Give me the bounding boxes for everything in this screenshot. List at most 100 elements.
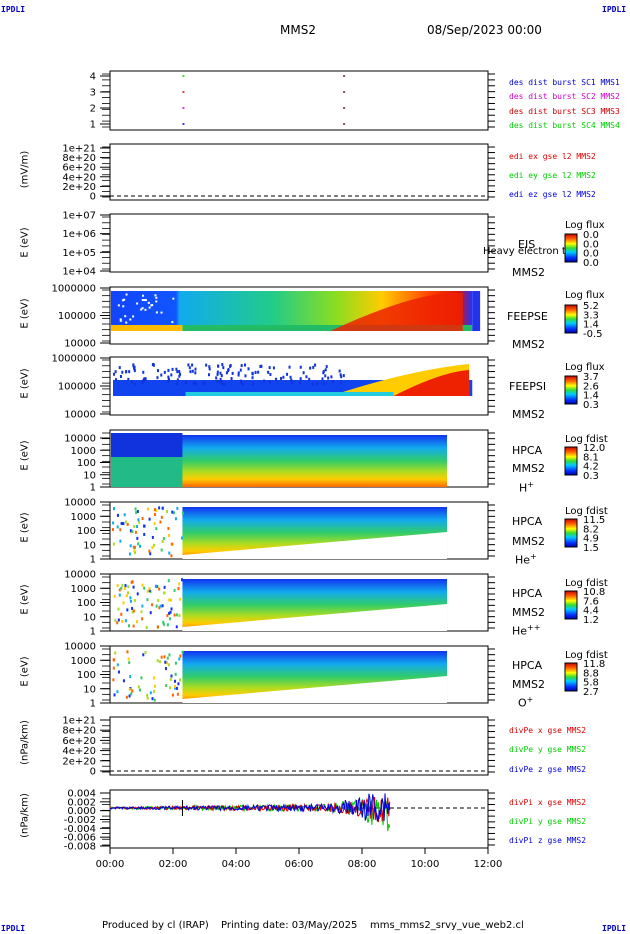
p8-noise-speckle	[161, 604, 164, 608]
p9-noise-speckle	[144, 650, 147, 654]
p7-noise-speckle	[138, 520, 141, 524]
p5-speckle	[263, 379, 266, 383]
p8-noise-speckle	[117, 618, 120, 622]
p8-noise-speckle	[180, 578, 183, 582]
p6-early-block	[111, 433, 183, 457]
p8-noise-speckle	[124, 584, 127, 588]
p8-noise-speckle	[117, 607, 120, 611]
p8-noise-speckle	[162, 620, 165, 624]
p7-species: He	[515, 553, 531, 567]
p7-noise-speckle	[165, 510, 168, 514]
p9-noise-speckle	[146, 693, 149, 697]
p5-speckle	[280, 376, 283, 380]
p5-speckle	[241, 382, 244, 386]
p8-noise-speckle	[178, 613, 181, 617]
p7-ytick-label: 100	[77, 526, 96, 537]
p8-noise-speckle	[168, 611, 171, 615]
p5-speckle	[152, 363, 155, 367]
p5-colorbar-title: Log flux	[565, 362, 605, 373]
p5-ytick-label: 1000000	[51, 354, 96, 365]
p5-speckle	[275, 377, 278, 381]
p9-noise-speckle	[126, 650, 129, 654]
p4-speckle	[154, 294, 157, 297]
p8-ytick-label: 10	[83, 612, 96, 623]
p5-speckle	[194, 367, 197, 371]
p7-colorbar-tick: 1.5	[583, 543, 599, 554]
p5-speckle	[220, 380, 223, 384]
p8-instrument-label: HPCA	[512, 587, 543, 600]
p5-speckle	[290, 378, 293, 382]
p6-colorbar-tick: 12.0	[583, 443, 605, 454]
p5-speckle	[119, 375, 122, 379]
p5-speckle	[239, 368, 242, 372]
p9-noise-speckle	[138, 688, 141, 692]
p2-ytick-label: 0	[90, 192, 96, 203]
p9-noise-speckle	[113, 693, 116, 697]
p5-speckle	[141, 380, 144, 384]
p8-noise-speckle	[162, 622, 165, 626]
p1-legend-sc4: des dist burst SC4 MMS4	[509, 121, 620, 130]
p11-ytick-label: 0.000	[67, 806, 96, 817]
p6-colorbar	[564, 446, 578, 476]
p8-colorbar-tick: 1.2	[583, 615, 599, 626]
p7-noise-speckle	[136, 536, 139, 540]
p6-colorbar-title: Log fdist	[565, 434, 608, 445]
p8-species-label: He++	[512, 623, 540, 638]
p1-ytick-label: 1	[90, 120, 96, 131]
p7-noise-speckle	[153, 513, 156, 517]
footer-printing-date: Printing date: 03/May/2025	[221, 920, 358, 931]
p5-speckle	[185, 381, 188, 385]
p5-speckle	[299, 365, 302, 369]
p2-ytick-label: 6e+20	[62, 163, 96, 174]
p5-colorbar-tick: 0.3	[583, 400, 599, 411]
p9-noise-speckle	[117, 670, 120, 674]
p8-colorbar-title: Log fdist	[565, 578, 608, 589]
p9-noise-speckle	[156, 659, 159, 663]
p5-speckle	[219, 380, 222, 384]
p7-noise-speckle	[159, 520, 162, 524]
p3-colorbar-tick: 0.0	[583, 239, 599, 250]
p8-noise-speckle	[123, 587, 126, 591]
p10-ytick-label: 1e+21	[62, 716, 96, 727]
p10-frame	[109, 716, 489, 776]
corner-logo-tr: IPDLI	[602, 5, 627, 14]
p5-speckle	[237, 373, 240, 377]
p4-speckle	[122, 305, 125, 308]
p5-speckle	[325, 365, 328, 369]
p5-speckle	[118, 366, 121, 370]
p7-noise-speckle	[136, 510, 139, 514]
p8-noise-speckle	[173, 588, 176, 592]
p7-noise-speckle	[122, 522, 125, 526]
p7-noise-speckle	[172, 511, 175, 515]
p4-speckle	[151, 304, 154, 307]
p5-speckle	[267, 370, 270, 374]
p9-noise-speckle	[152, 676, 155, 680]
p9-empty-region	[182, 676, 448, 703]
p8-colorbar	[564, 590, 578, 620]
p9-noise-speckle	[174, 672, 177, 676]
p5-speckle	[191, 363, 194, 367]
p8-colorbar-tick: 7.6	[583, 596, 599, 607]
p10-legend-z: divPe z gse MMS2	[509, 765, 587, 774]
p1-legend-sc2: des dist burst SC2 MMS2	[509, 92, 620, 101]
p4-speckle	[125, 321, 128, 324]
p5-speckle	[192, 381, 195, 385]
p2-ytick-label: 2e+20	[62, 182, 96, 193]
p4-speckle	[141, 298, 144, 301]
p9-noise-speckle	[159, 660, 162, 664]
p7-noise-speckle	[146, 507, 149, 511]
p8-noise-speckle	[175, 625, 178, 629]
p4-speckle	[142, 294, 145, 297]
p6-instrument-label: HPCA	[512, 444, 543, 457]
p8-ytick-label: 10000	[64, 570, 96, 581]
p11-ytick-label: -0.004	[64, 824, 96, 835]
p11-legend-x: divPi x gse MMS2	[509, 798, 587, 807]
p5-speckle	[305, 375, 308, 379]
p10-ytick-label: 4e+20	[62, 746, 96, 757]
p7-ytick-label: 10000	[64, 498, 96, 509]
p5-speckle	[178, 370, 181, 374]
p9-noise-speckle	[153, 689, 156, 693]
p5-ylabel: E (eV)	[19, 368, 31, 399]
p9-noise-speckle	[125, 695, 128, 699]
p9-noise-speckle	[116, 663, 119, 667]
